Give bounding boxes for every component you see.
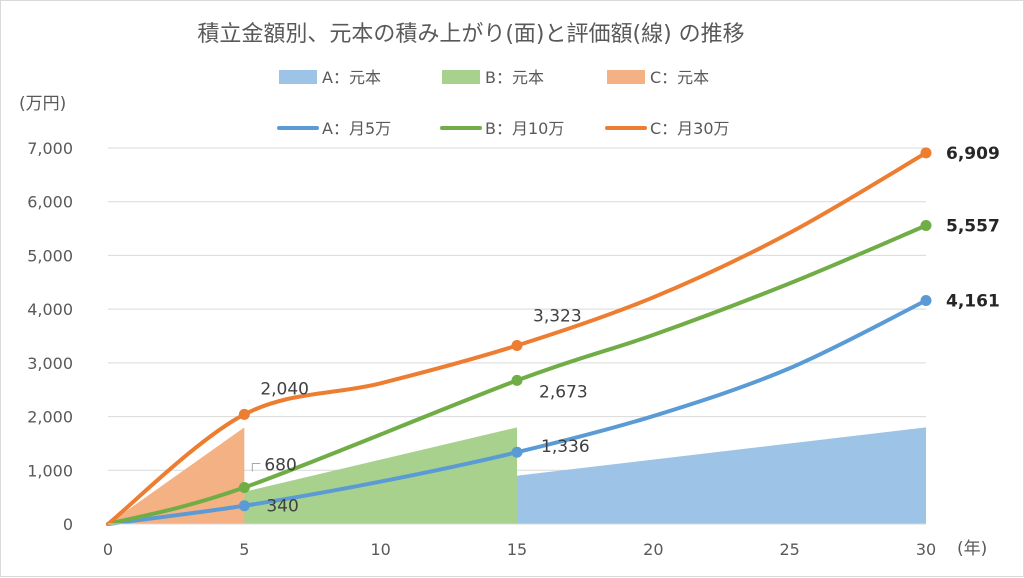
data-label: 3,323 <box>533 307 582 327</box>
y-tick-label: 5,000 <box>27 246 73 265</box>
legend-label: C：月30万 <box>650 119 730 138</box>
x-tick-label: 10 <box>370 540 390 559</box>
data-point <box>238 500 250 512</box>
chart-title: 積立金額別、元本の積み上がり(面)と評価額(線) の推移 <box>197 22 744 47</box>
y-tick-label: 3,000 <box>27 354 73 373</box>
data-label: 5,557 <box>946 217 1000 237</box>
legend-swatch <box>607 70 645 84</box>
y-tick-label: 0 <box>63 515 73 534</box>
x-axis-unit-label: (年) <box>957 539 987 559</box>
data-point <box>511 340 523 352</box>
legend-label: B：月10万 <box>485 119 564 138</box>
x-tick-label: 25 <box>779 540 799 559</box>
data-label-group: 340 1,336 4,161 680 2,673 5,557 2,040 3,323 6,90… <box>251 144 1000 517</box>
data-point <box>511 446 523 458</box>
y-tick-label: 2,000 <box>27 408 73 427</box>
data-point <box>920 220 932 232</box>
data-label: 1,336 <box>541 437 590 457</box>
y-axis-ticks: 0 1,000 2,000 3,000 4,000 5,000 6,000 7,000 <box>27 139 73 534</box>
y-tick-label: 4,000 <box>27 300 73 319</box>
marker-group <box>238 147 932 512</box>
data-label: 6,909 <box>946 144 1000 164</box>
data-label: 2,040 <box>260 379 309 399</box>
y-axis-unit-label: (万円) <box>19 94 66 114</box>
data-label: 4,161 <box>946 291 1000 311</box>
data-point <box>920 294 932 306</box>
x-tick-label: 0 <box>103 540 113 559</box>
y-tick-label: 1,000 <box>27 461 73 480</box>
legend-label: C：元本 <box>650 68 709 87</box>
y-tick-label: 7,000 <box>27 139 73 158</box>
y-tick-label: 6,000 <box>27 193 73 212</box>
x-axis-ticks: 0 5 10 15 20 25 30 <box>103 540 936 559</box>
data-point <box>238 481 250 493</box>
data-point <box>238 408 250 420</box>
x-tick-label: 15 <box>507 540 527 559</box>
x-tick-label: 20 <box>643 540 663 559</box>
data-label: 340 <box>266 497 298 517</box>
legend-label: A：月5万 <box>322 119 391 138</box>
leader-line <box>251 462 261 472</box>
legend-label: B：元本 <box>485 68 544 87</box>
data-label: 2,673 <box>539 382 588 402</box>
legend-label: A：元本 <box>322 68 381 87</box>
data-label: 680 <box>264 455 296 475</box>
data-point <box>920 147 932 159</box>
legend-swatch <box>442 70 480 84</box>
x-tick-label: 30 <box>916 540 936 559</box>
data-point <box>511 374 523 386</box>
legend-swatch <box>279 70 317 84</box>
legend: A：元本 B：元本 C：元本 A：月5万 B：月10万 C：月30万 <box>277 68 730 138</box>
x-tick-label: 5 <box>239 540 249 559</box>
